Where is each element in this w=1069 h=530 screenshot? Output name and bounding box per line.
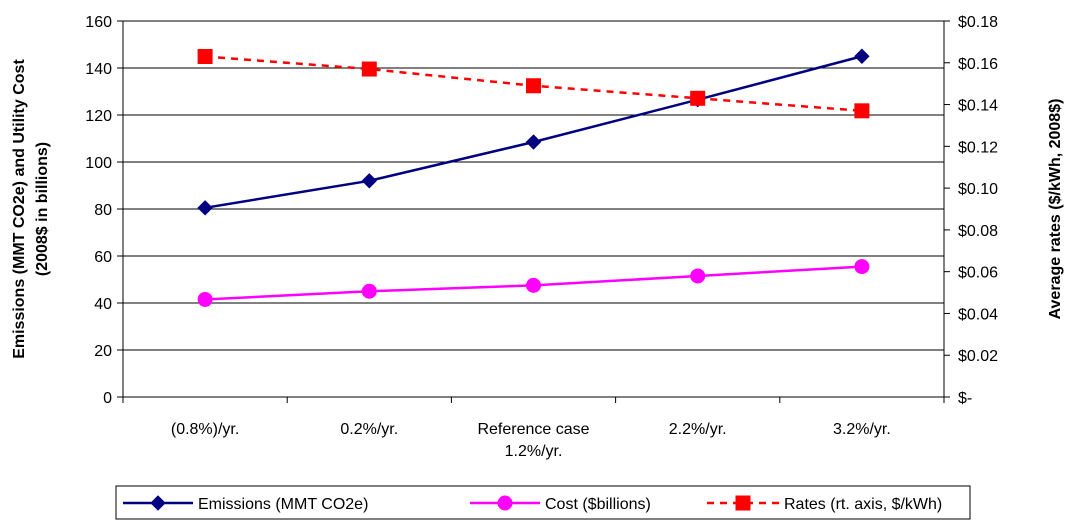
legend-label-1: Cost ($billions) bbox=[545, 496, 651, 513]
right-tick-label: $0.12 bbox=[958, 139, 998, 156]
right-axis-ticks: $- $0.02 $0.04 $0.06 $0.08 $0.10 $0.12 $0.14 $0.… bbox=[944, 14, 998, 407]
left-tick-label: 160 bbox=[85, 14, 112, 31]
data-point-1-1 bbox=[361, 283, 377, 299]
legend-marker-2 bbox=[735, 495, 751, 511]
data-point-1-4 bbox=[854, 259, 870, 275]
data-point-1-0 bbox=[197, 291, 213, 307]
data-point-0-1 bbox=[361, 173, 378, 189]
x-tick-label: Reference case 1.2%/yr. bbox=[477, 421, 589, 460]
right-tick-label: $0.08 bbox=[958, 223, 998, 240]
x-tick-label: 2.2%/yr. bbox=[669, 421, 727, 438]
left-tick-label: 100 bbox=[85, 155, 112, 172]
data-point-2-1 bbox=[361, 61, 377, 77]
series-group bbox=[197, 48, 870, 307]
left-tick-label: 20 bbox=[94, 343, 112, 360]
left-axis-ticks: 0 20 40 60 80 100 120 140 160 bbox=[85, 14, 123, 407]
data-point-1-2 bbox=[526, 277, 541, 293]
right-tick-label: $- bbox=[958, 390, 972, 407]
left-tick-label: 80 bbox=[94, 202, 112, 219]
legend-marker-0 bbox=[150, 495, 166, 511]
right-tick-label: $0.18 bbox=[958, 14, 998, 31]
left-tick-label: 140 bbox=[85, 61, 112, 78]
data-point-2-3 bbox=[690, 90, 706, 106]
gridlines bbox=[123, 20, 944, 351]
legend: Emissions (MMT CO2e) Cost ($billions) Rate… bbox=[115, 485, 971, 520]
x-tick-label: 3.2%/yr. bbox=[833, 421, 891, 438]
data-point-2-0 bbox=[197, 49, 213, 65]
legend-marker-1 bbox=[497, 495, 513, 511]
legend-label-0: Emissions (MMT CO2e) bbox=[198, 496, 368, 513]
left-tick-label: 60 bbox=[94, 249, 112, 266]
x-tick-label: 0.2%/yr. bbox=[340, 421, 398, 438]
left-tick-label: 0 bbox=[103, 390, 112, 407]
left-axis-label: Emissions (MMT CO2e) and Utility Cost (20… bbox=[11, 59, 51, 359]
right-tick-label: $0.16 bbox=[958, 56, 998, 73]
right-tick-label: $0.02 bbox=[958, 348, 998, 365]
x-axis-ticks: (0.8%)/yr. 0.2%/yr. Reference case 1.2%/yr.… bbox=[122, 397, 945, 460]
axis-labels: Emissions (MMT CO2e) and Utility Cost (20… bbox=[11, 59, 1064, 359]
legend-box bbox=[115, 485, 971, 520]
x-tick-label: (0.8%)/yr. bbox=[171, 421, 239, 438]
right-tick-label: $0.10 bbox=[958, 181, 998, 198]
legend-label-2: Rates (rt. axis, $/kWh) bbox=[784, 496, 942, 513]
data-point-0-0 bbox=[197, 200, 213, 216]
right-tick-label: $0.14 bbox=[958, 98, 998, 115]
data-point-2-4 bbox=[854, 103, 870, 119]
right-tick-label: $0.04 bbox=[958, 306, 998, 323]
data-point-0-4 bbox=[854, 48, 870, 64]
right-tick-label: $0.06 bbox=[958, 265, 998, 282]
data-point-0-2 bbox=[525, 134, 542, 150]
left-tick-label: 120 bbox=[85, 108, 112, 125]
right-axis-label: Average rates ($/kWh, 2008$) bbox=[1047, 99, 1064, 320]
data-point-1-3 bbox=[690, 268, 706, 284]
left-tick-label: 40 bbox=[94, 296, 112, 313]
data-point-2-2 bbox=[526, 78, 541, 94]
